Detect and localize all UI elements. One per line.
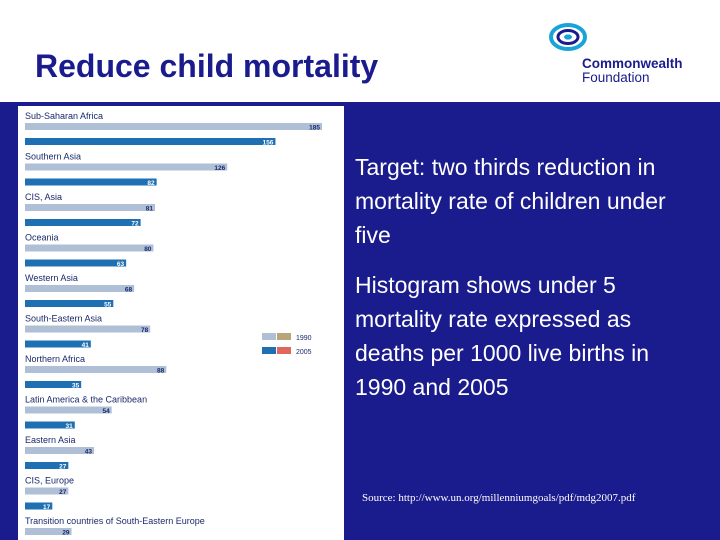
bar-1990 xyxy=(25,528,72,535)
page-title: Reduce child mortality xyxy=(35,48,379,84)
category-label: CIS, Asia xyxy=(25,192,62,202)
bar-2005 xyxy=(25,502,53,510)
bar-1990 xyxy=(25,366,167,373)
bar-1990 xyxy=(25,163,228,171)
chart-legend: 1990 2005 xyxy=(262,333,312,356)
bar-2005 xyxy=(25,421,75,429)
bar-2005 xyxy=(25,138,276,145)
bar-2005 xyxy=(25,178,157,186)
header-divider xyxy=(0,102,720,106)
legend-label: 2005 xyxy=(296,349,312,356)
logo-line1: Commonwealth xyxy=(582,56,683,71)
bar-2005 xyxy=(25,300,114,307)
bar-1990 xyxy=(25,487,69,495)
category-label: Latin America & the Caribbean xyxy=(25,395,147,405)
logo-line2: Foundation xyxy=(582,70,650,85)
bar-value-label: 82 xyxy=(147,180,155,187)
category-label: Southern Asia xyxy=(25,152,81,162)
bar-value-label: 27 xyxy=(59,489,67,496)
bar-value-label: 55 xyxy=(104,302,112,309)
bar-value-label: 78 xyxy=(141,327,149,334)
logo: Commonwealth Foundation xyxy=(548,18,698,88)
category-label: Sub-Saharan Africa xyxy=(25,111,103,121)
category-label: Eastern Asia xyxy=(25,435,76,445)
bar-2005 xyxy=(25,219,141,226)
legend-swatch xyxy=(262,333,276,340)
bar-2005 xyxy=(25,462,69,469)
legend-swatch xyxy=(277,333,291,340)
bar-2005 xyxy=(25,381,82,388)
bar-value-label: 41 xyxy=(82,342,90,349)
bar-1990 xyxy=(25,244,154,252)
legend-swatch xyxy=(277,347,291,354)
bar-1990 xyxy=(25,123,322,130)
bar-value-label: 27 xyxy=(59,464,67,471)
bar-value-label: 72 xyxy=(131,221,139,228)
category-label: Oceania xyxy=(25,233,59,243)
category-label: Northern Africa xyxy=(25,354,85,364)
histogram-description: Histogram shows under 5 mortality rate e… xyxy=(355,272,650,400)
bar-value-label: 185 xyxy=(309,125,320,132)
bar-value-label: 54 xyxy=(102,408,110,415)
bar-2005 xyxy=(25,340,91,348)
bar-value-label: 81 xyxy=(146,206,154,213)
bar-value-label: 35 xyxy=(72,383,80,390)
bar-value-label: 29 xyxy=(62,530,70,537)
chart-bars: Sub-Saharan Africa 185 156 Southern Asia 126… xyxy=(25,111,322,537)
bar-value-label: 80 xyxy=(144,246,152,253)
bar-value-label: 43 xyxy=(85,449,93,456)
bar-value-label: 88 xyxy=(157,368,165,375)
bar-1990 xyxy=(25,325,151,333)
bar-value-label: 156 xyxy=(263,140,274,147)
bar-1990 xyxy=(25,406,112,414)
bar-value-label: 68 xyxy=(125,287,133,294)
legend-label: 1990 xyxy=(296,335,312,342)
logo-swirl-icon xyxy=(549,23,587,51)
category-label: Western Asia xyxy=(25,273,78,283)
category-label: Transition countries of South-Eastern Eu… xyxy=(25,516,205,526)
bar-1990 xyxy=(25,447,95,454)
left-sidebar-band xyxy=(0,106,18,540)
bar-value-label: 31 xyxy=(66,423,74,430)
mortality-bar-chart: Sub-Saharan Africa 185 156 Southern Asia 126… xyxy=(18,108,344,540)
text-panel xyxy=(344,106,720,540)
bar-2005 xyxy=(25,259,127,267)
bar-value-label: 17 xyxy=(43,504,51,511)
bar-value-label: 63 xyxy=(117,261,125,268)
target-paragraph: Target: two thirds reduction in mortalit… xyxy=(355,154,666,248)
bar-1990 xyxy=(25,204,156,211)
bar-value-label: 126 xyxy=(214,165,225,172)
source-citation: Source: http://www.un.org/millenniumgoal… xyxy=(362,492,636,504)
bar-1990 xyxy=(25,285,135,292)
category-label: South-Eastern Asia xyxy=(25,314,102,324)
category-label: CIS, Europe xyxy=(25,476,74,486)
legend-swatch xyxy=(262,347,276,354)
